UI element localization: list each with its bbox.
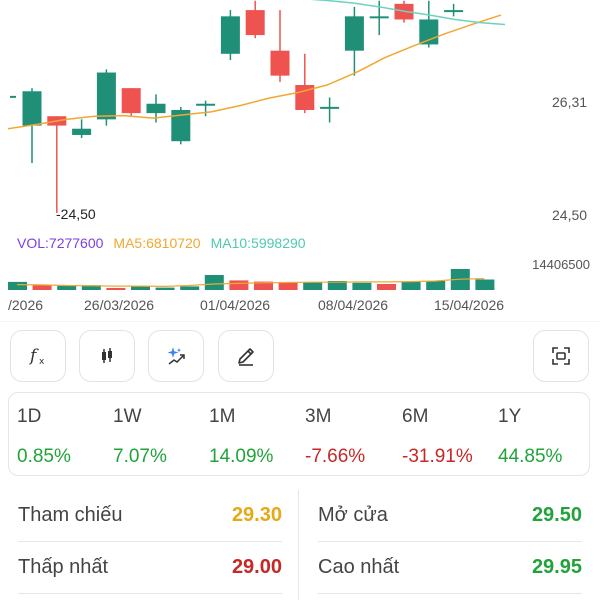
date-label-2: 01/04/2026 — [200, 297, 271, 313]
period-3m[interactable]: 3M -7.66% — [305, 393, 401, 477]
svg-text:x: x — [39, 357, 45, 367]
candle-body — [121, 88, 141, 114]
period-label: 1M — [209, 406, 236, 427]
candle-body — [22, 91, 42, 126]
volume-bar — [401, 281, 421, 290]
date-label-0: /2026 — [8, 297, 44, 313]
candle-body — [270, 50, 290, 76]
volume-ma-line — [16, 278, 485, 288]
volume-bar — [131, 286, 150, 290]
stats-divider — [298, 490, 299, 600]
ma5-legend: MA5:6810720 — [113, 235, 201, 251]
price-axis-label-low: 24,50 — [552, 207, 588, 223]
fullscreen-button[interactable] — [533, 330, 589, 382]
stat-low: Thấp nhất 29.00 — [18, 542, 282, 594]
candlestick-icon — [102, 348, 112, 363]
volume-bar — [475, 279, 495, 290]
volume-bar — [303, 282, 323, 290]
stat-value: 29.00 — [231, 556, 282, 578]
stat-open: Mở cửa 29.50 — [318, 490, 582, 542]
volume-bar — [327, 281, 347, 290]
price-axis-label-high: 26,31 — [552, 94, 588, 110]
stat-high: Cao nhất 29.95 — [318, 542, 582, 594]
volume-bar — [81, 285, 101, 290]
svg-text:f: f — [28, 346, 39, 366]
pencil-icon — [238, 348, 254, 366]
period-change: 7.07% — [113, 446, 167, 467]
volume-bar — [254, 281, 273, 290]
volume-bar — [352, 282, 372, 290]
volume-bar — [155, 287, 175, 290]
stat-label: Tham chiếu — [18, 504, 123, 526]
date-label-3: 08/04/2026 — [318, 297, 389, 313]
stat-label: Thấp nhất — [18, 556, 109, 578]
period-1d[interactable]: 1D 0.85% — [17, 393, 113, 477]
volume-bar — [204, 275, 224, 290]
candle-body — [344, 16, 364, 51]
volume-bar — [106, 288, 126, 290]
candle-body — [444, 10, 464, 13]
candle-body — [196, 103, 216, 106]
date-label-4: 15/04/2026 — [434, 297, 505, 313]
period-change: -31.91% — [402, 446, 473, 467]
candle-body — [96, 72, 116, 120]
volume-bar — [229, 280, 249, 290]
volume-bar — [57, 285, 77, 290]
indicator-fx-button[interactable]: f x — [10, 330, 66, 382]
candle-body — [369, 16, 389, 19]
period-label: 1W — [113, 406, 142, 427]
ma5-line — [7, 14, 502, 130]
stat-label: Cao nhất — [318, 556, 400, 578]
period-label: 1Y — [498, 406, 522, 427]
vol-legend: VOL:7277600 — [17, 235, 104, 251]
volume-bar — [32, 285, 52, 290]
chart-toolbar: f x — [0, 330, 600, 384]
period-change: 0.85% — [17, 446, 71, 467]
stock-chart[interactable]: 26,31 24,50 -24,50 VOL:7277600 MA5:68107… — [0, 0, 600, 322]
period-label: 3M — [305, 406, 332, 427]
stat-reference: Tham chiếu 29.30 — [18, 490, 282, 542]
volume-bar — [180, 286, 200, 290]
period-label: 6M — [402, 406, 429, 427]
period-label: 1D — [17, 406, 42, 427]
volume-max-label: 14406500 — [532, 257, 590, 272]
low-price-marker-value: 24,50 — [60, 206, 96, 222]
draw-button[interactable] — [218, 330, 274, 382]
candle-body — [220, 16, 240, 54]
low-price-marker: -24,50 — [56, 206, 96, 222]
candlestick-chart-svg[interactable] — [0, 0, 600, 322]
ai-sparkle-icon — [167, 347, 185, 365]
candle-body — [72, 128, 92, 135]
fullscreen-icon — [552, 347, 570, 365]
ma10-legend: MA10:5998290 — [210, 235, 306, 251]
ai-analysis-button[interactable] — [148, 330, 204, 382]
candle-body — [245, 10, 265, 36]
volume-bar — [8, 281, 27, 290]
price-stats-table: Tham chiếu 29.30 Mở cửa 29.50 Thấp nhất … — [0, 490, 600, 600]
indicator-legend: VOL:7277600 MA5:6810720 MA10:5998290 — [17, 235, 306, 251]
volume-bar — [278, 282, 298, 290]
volume-bar — [377, 284, 396, 290]
stat-value: 29.95 — [531, 556, 582, 578]
period-6m[interactable]: 6M -31.91% — [402, 393, 498, 477]
stat-value: 29.30 — [231, 504, 282, 526]
period-performance-panel: 1D 0.85% 1W 7.07% 1M 14.09% 3M -7.66% 6M… — [8, 392, 590, 476]
period-1m[interactable]: 1M 14.09% — [209, 393, 305, 477]
stat-value: 29.50 — [531, 504, 582, 526]
period-change: 44.85% — [498, 446, 563, 467]
stat-label: Mở cửa — [318, 504, 388, 526]
period-1w[interactable]: 1W 7.07% — [113, 393, 209, 477]
volume-bar — [426, 281, 446, 290]
candle-body — [146, 103, 166, 114]
date-label-1: 26/03/2026 — [84, 297, 155, 313]
period-1y[interactable]: 1Y 44.85% — [498, 393, 594, 477]
fx-icon: f x — [28, 346, 45, 367]
period-change: 14.09% — [209, 446, 274, 467]
candle-body — [320, 106, 340, 109]
period-change: -7.66% — [305, 446, 366, 467]
chart-type-button[interactable] — [79, 330, 135, 382]
candle-body — [171, 109, 191, 142]
ma10-line — [310, 0, 506, 26]
